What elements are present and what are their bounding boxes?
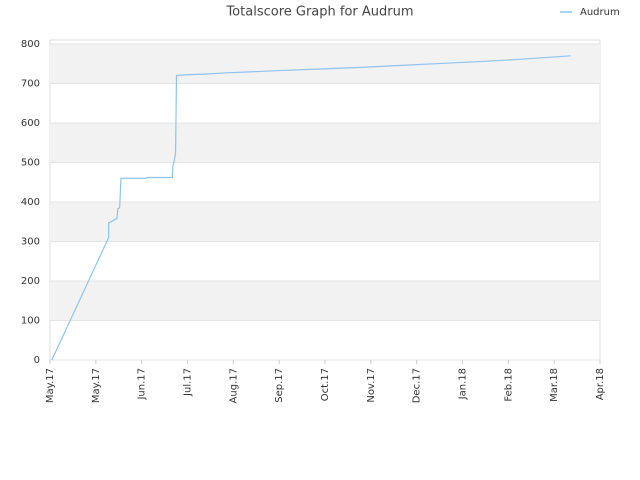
y-tick-label: 500 — [21, 157, 40, 168]
y-tick-label: 200 — [21, 276, 40, 287]
y-tick-label: 100 — [21, 315, 40, 326]
grid-band — [50, 201, 600, 242]
x-tick-label: Nov.17 — [366, 368, 377, 403]
y-tick-label: 400 — [21, 197, 40, 208]
grid-band — [50, 280, 600, 321]
x-tick-label: Feb.18 — [503, 368, 514, 402]
grid-band — [50, 122, 600, 163]
y-tick-label: 800 — [21, 39, 40, 50]
grid-band — [50, 43, 600, 84]
x-tick-label: Apr.18 — [595, 368, 606, 400]
chart-title: Totalscore Graph for Audrum — [225, 5, 413, 20]
legend-label: Audrum — [580, 7, 620, 18]
y-tick-label: 300 — [21, 236, 40, 247]
x-tick-label: Aug.17 — [228, 368, 239, 403]
x-tick-label: May.17 — [45, 368, 56, 403]
x-tick-label: Jul.17 — [183, 368, 194, 397]
x-tick-label: Dec.17 — [412, 368, 423, 403]
line — [51, 55, 571, 361]
y-tick-label: 0 — [34, 355, 40, 366]
x-tick-label: May.17 — [91, 368, 102, 403]
y-tick-label: 600 — [21, 118, 40, 129]
y-tick-label: 700 — [21, 78, 40, 89]
x-tick-label: Sep.17 — [274, 368, 285, 403]
x-tick-label: Jan.18 — [458, 368, 469, 400]
x-tick-label: Jun.17 — [137, 368, 148, 401]
x-tick-label: Mar.18 — [549, 368, 560, 402]
x-tick-label: Oct.17 — [320, 368, 331, 401]
